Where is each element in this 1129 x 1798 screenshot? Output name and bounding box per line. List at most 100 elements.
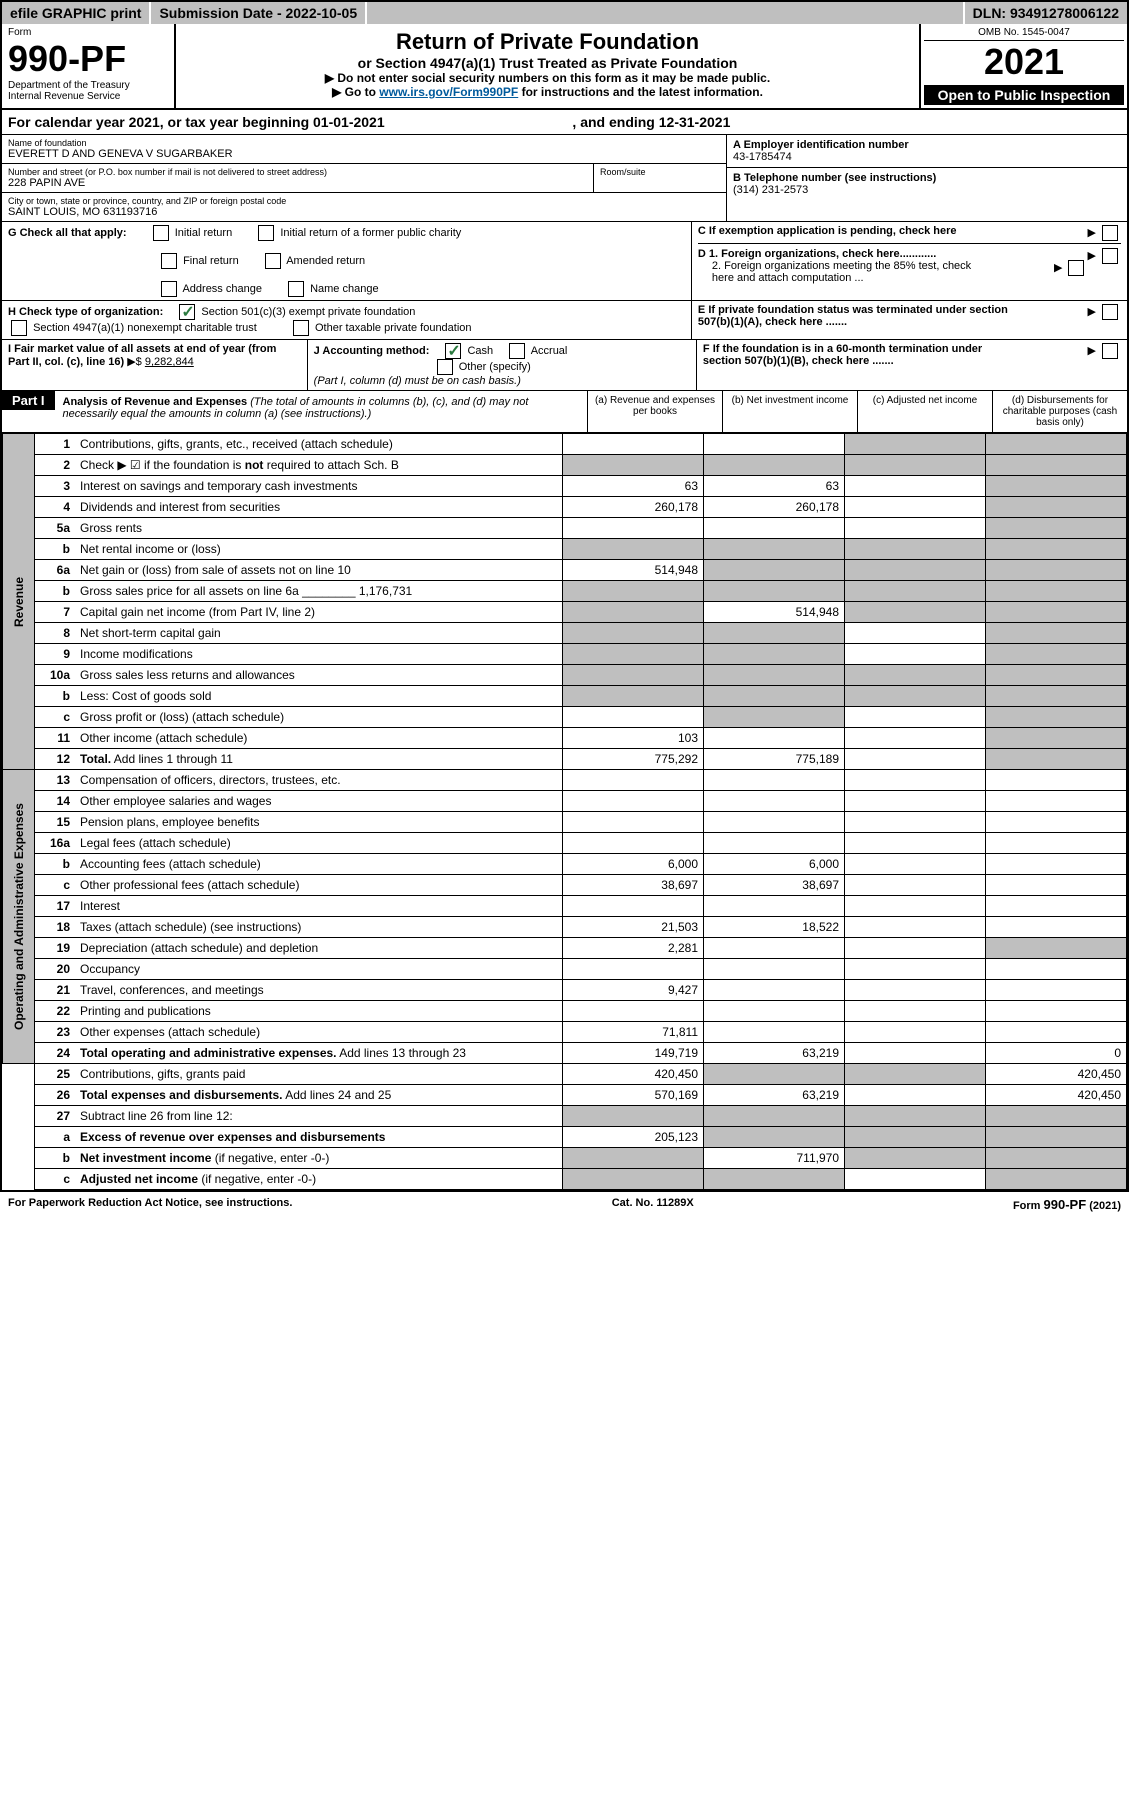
cell-b	[704, 728, 845, 749]
cell-b	[704, 560, 845, 581]
address-change-checkbox[interactable]	[161, 281, 177, 297]
g-opt-5: Name change	[310, 283, 379, 295]
form-label: Form	[8, 27, 168, 38]
cell-d	[986, 434, 1127, 455]
cell-d: 420,450	[986, 1064, 1127, 1085]
row-label: Income modifications	[75, 644, 563, 665]
topbar-spacer	[367, 2, 963, 24]
part1-desc: Analysis of Revenue and Expenses (The to…	[55, 391, 587, 425]
open-public-badge: Open to Public Inspection	[924, 85, 1124, 105]
cell-b	[704, 833, 845, 854]
row-num: 17	[35, 896, 76, 917]
row-label: Occupancy	[75, 959, 563, 980]
amended-checkbox[interactable]	[265, 253, 281, 269]
row-label: Capital gain net income (from Part IV, l…	[75, 602, 563, 623]
row-num: a	[35, 1127, 76, 1148]
row-num: 23	[35, 1022, 76, 1043]
row-num: 4	[35, 497, 76, 518]
d1-checkbox[interactable]	[1102, 248, 1118, 264]
cell-c	[845, 728, 986, 749]
row-label: Check ▶ ☑ if the foundation is not requi…	[75, 455, 563, 476]
cell-c	[845, 581, 986, 602]
main-table: Revenue1Contributions, gifts, grants, et…	[2, 433, 1127, 1190]
table-row: aExcess of revenue over expenses and dis…	[3, 1127, 1127, 1148]
section-f: F If the foundation is in a 60-month ter…	[697, 340, 1127, 390]
table-row: 7Capital gain net income (from Part IV, …	[3, 602, 1127, 623]
row-num: 26	[35, 1085, 76, 1106]
name-change-checkbox[interactable]	[288, 281, 304, 297]
cell-c	[845, 980, 986, 1001]
final-return-checkbox[interactable]	[161, 253, 177, 269]
dln-label: DLN: 93491278006122	[963, 2, 1127, 24]
revenue-sidelabel: Revenue	[3, 434, 35, 770]
501c3-checkbox[interactable]	[179, 304, 195, 320]
cell-a	[563, 770, 704, 791]
table-row: 3Interest on savings and temporary cash …	[3, 476, 1127, 497]
empty-side	[3, 1127, 35, 1148]
cell-b	[704, 1169, 845, 1190]
initial-return-checkbox[interactable]	[153, 225, 169, 241]
e-checkbox[interactable]	[1102, 304, 1118, 320]
cell-d	[986, 665, 1127, 686]
cell-a	[563, 644, 704, 665]
top-bar: efile GRAPHIC print Submission Date - 20…	[2, 2, 1127, 24]
cell-c	[845, 518, 986, 539]
accrual-checkbox[interactable]	[509, 343, 525, 359]
row-num: 7	[35, 602, 76, 623]
row-label: Gross rents	[75, 518, 563, 539]
d2-checkbox[interactable]	[1068, 260, 1084, 276]
i-value: 9,282,844	[145, 356, 194, 368]
cell-b	[704, 1127, 845, 1148]
cell-c	[845, 875, 986, 896]
part1-header-row: Part I Analysis of Revenue and Expenses …	[2, 391, 1127, 433]
cash-checkbox[interactable]	[445, 343, 461, 359]
empty-side	[3, 1148, 35, 1169]
section-cd: C If exemption application is pending, c…	[692, 222, 1127, 300]
cell-c	[845, 917, 986, 938]
cell-c	[845, 707, 986, 728]
cell-b	[704, 623, 845, 644]
cell-c	[845, 476, 986, 497]
row-num: c	[35, 875, 76, 896]
addr-label: Number and street (or P.O. box number if…	[8, 167, 587, 177]
4947-checkbox[interactable]	[11, 320, 27, 336]
f-checkbox[interactable]	[1102, 343, 1118, 359]
row-label: Accounting fees (attach schedule)	[75, 854, 563, 875]
cell-a: 63	[563, 476, 704, 497]
cell-c	[845, 770, 986, 791]
row-label: Other professional fees (attach schedule…	[75, 875, 563, 896]
cell-d	[986, 518, 1127, 539]
cell-b: 18,522	[704, 917, 845, 938]
initial-former-checkbox[interactable]	[258, 225, 274, 241]
cell-a	[563, 686, 704, 707]
g-opt-2: Final return	[183, 255, 239, 267]
cell-b	[704, 539, 845, 560]
row-label: Legal fees (attach schedule)	[75, 833, 563, 854]
d1-label: D 1. Foreign organizations, check here..…	[698, 248, 936, 260]
cell-b: 514,948	[704, 602, 845, 623]
cell-a: 775,292	[563, 749, 704, 770]
table-row: 2Check ▶ ☑ if the foundation is not requ…	[3, 455, 1127, 476]
form-container: efile GRAPHIC print Submission Date - 20…	[0, 0, 1129, 1192]
h1-label: Section 501(c)(3) exempt private foundat…	[201, 306, 415, 318]
cell-b	[704, 980, 845, 1001]
table-row: 5aGross rents	[3, 518, 1127, 539]
j-accrual: Accrual	[531, 345, 568, 357]
row-num: 5a	[35, 518, 76, 539]
cell-b	[704, 1001, 845, 1022]
cell-d	[986, 455, 1127, 476]
cell-a	[563, 581, 704, 602]
cell-d	[986, 707, 1127, 728]
cell-c	[845, 791, 986, 812]
other-method-checkbox[interactable]	[437, 359, 453, 375]
row-num: b	[35, 581, 76, 602]
cell-c	[845, 644, 986, 665]
cell-a: 9,427	[563, 980, 704, 1001]
other-taxable-checkbox[interactable]	[293, 320, 309, 336]
efile-label: efile GRAPHIC print	[2, 2, 151, 24]
cell-a	[563, 1106, 704, 1127]
row-num: 25	[35, 1064, 76, 1085]
c-checkbox[interactable]	[1102, 225, 1118, 241]
table-row: 18Taxes (attach schedule) (see instructi…	[3, 917, 1127, 938]
irs-link[interactable]: www.irs.gov/Form990PF	[379, 85, 518, 99]
